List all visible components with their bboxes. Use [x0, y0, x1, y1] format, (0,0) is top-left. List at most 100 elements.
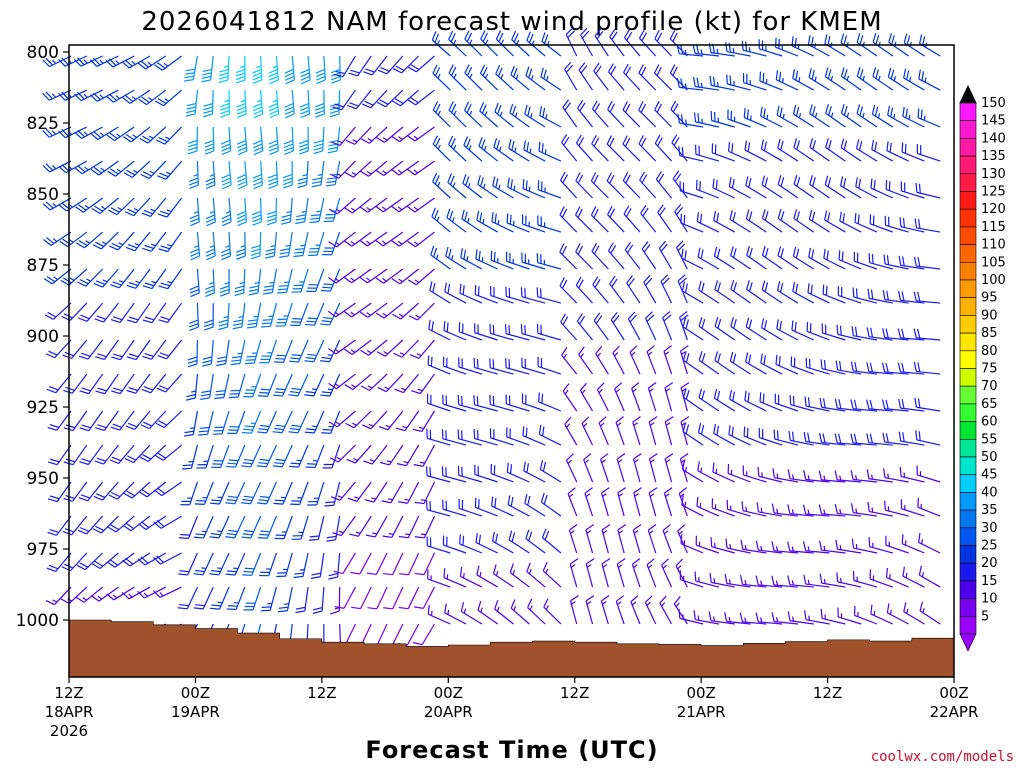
wind-barb: [793, 138, 815, 162]
wind-barb: [442, 535, 467, 554]
wind-barb: [200, 373, 214, 400]
wind-barb: [739, 574, 767, 588]
wind-barb: [510, 65, 530, 91]
colorbar-swatch: [959, 315, 977, 334]
wind-barb: [633, 487, 642, 517]
wind-barb: [95, 373, 119, 395]
wind-barb: [808, 209, 830, 233]
wind-barb: [856, 67, 878, 91]
wind-barb: [259, 339, 278, 364]
wind-barb: [760, 318, 783, 341]
wind-barb: [92, 515, 119, 534]
colorbar-swatch: [959, 226, 977, 245]
wind-barb: [92, 231, 119, 250]
wind-barb: [236, 232, 246, 260]
wind-barb: [138, 89, 167, 106]
colorbar-swatch: [959, 403, 977, 422]
wind-barb: [663, 487, 673, 517]
wind-barb: [617, 524, 627, 554]
wind-barb: [304, 373, 325, 397]
wind-barb: [677, 524, 688, 554]
wind-barb: [583, 453, 594, 483]
wind-barb: [576, 313, 593, 341]
wind-barb: [561, 134, 578, 162]
wind-barb: [507, 177, 530, 199]
wind-barb: [897, 328, 925, 341]
wind-barb: [307, 231, 325, 257]
wind-barb: [898, 290, 925, 304]
wind-barb: [869, 569, 893, 588]
wind-barb: [697, 461, 720, 483]
wind-barb: [364, 481, 388, 503]
wind-barb: [698, 351, 720, 375]
wind-barb: [413, 444, 436, 467]
wind-barb: [47, 444, 72, 466]
wind-barb: [730, 280, 751, 304]
colorbar-swatch: [959, 456, 977, 476]
wind-barb: [775, 70, 799, 91]
wind-barb: [63, 481, 88, 502]
wind-barb: [426, 536, 451, 554]
wind-barb: [375, 231, 404, 247]
wind-barb: [559, 243, 578, 270]
wind-barb: [492, 564, 514, 588]
wind-barb: [209, 515, 230, 539]
wind-barb: [181, 444, 199, 470]
wind-barb: [288, 410, 309, 434]
wind-barb: [214, 373, 230, 400]
wind-barb: [142, 231, 167, 252]
wind-barb: [567, 487, 578, 517]
wind-barb: [315, 55, 326, 85]
wind-barb: [622, 101, 641, 128]
wind-barb: [521, 357, 546, 375]
ground-surface: [68, 619, 955, 678]
wind-barb: [870, 604, 894, 625]
colorbar: 1501451401351301251201151101051009590858…: [959, 84, 1006, 652]
wind-barb: [771, 503, 799, 517]
wind-barb: [917, 497, 941, 517]
wind-barb: [391, 268, 420, 285]
wind-barb: [757, 466, 783, 483]
wind-barb: [107, 160, 135, 177]
wind-barb: [898, 255, 925, 270]
wind-barb: [445, 246, 467, 270]
wind-barb: [344, 160, 372, 178]
wind-barb: [446, 208, 467, 233]
wind-barb: [154, 55, 182, 71]
wind-barb: [867, 502, 893, 517]
wind-barb: [612, 345, 625, 375]
wind-barb: [840, 138, 862, 162]
wind-barb: [725, 42, 751, 57]
colorbar-swatch: [959, 350, 977, 369]
wind-barb: [541, 528, 562, 554]
wind-barb: [414, 515, 436, 539]
wind-barb: [473, 429, 498, 446]
wind-barb: [284, 55, 295, 85]
wind-barb: [448, 30, 467, 57]
wind-barb: [807, 35, 830, 57]
wind-barb: [758, 428, 783, 446]
wind-barb: [818, 470, 846, 483]
wind-barb: [638, 64, 657, 91]
wind-barb: [728, 177, 751, 199]
wind-barb: [696, 496, 720, 517]
colorbar-swatch: [959, 580, 977, 599]
wind-barb: [259, 552, 278, 577]
wind-barb: [216, 339, 230, 367]
wind-barb: [805, 357, 830, 375]
wind-barb: [560, 171, 578, 199]
wind-barb: [124, 444, 151, 464]
wind-barb: [662, 524, 673, 554]
wind-barb: [232, 303, 246, 330]
wind-barb: [866, 399, 893, 412]
wind-barb: [577, 99, 593, 128]
wind-barb: [504, 324, 530, 341]
wind-barb: [761, 175, 783, 199]
wind-barb: [63, 373, 88, 394]
wind-barb: [398, 481, 420, 504]
wind-barb: [154, 444, 183, 461]
wind-barb: [495, 30, 514, 57]
wind-barb: [220, 232, 231, 261]
wind-barb: [375, 268, 404, 284]
wind-barb: [257, 515, 278, 539]
